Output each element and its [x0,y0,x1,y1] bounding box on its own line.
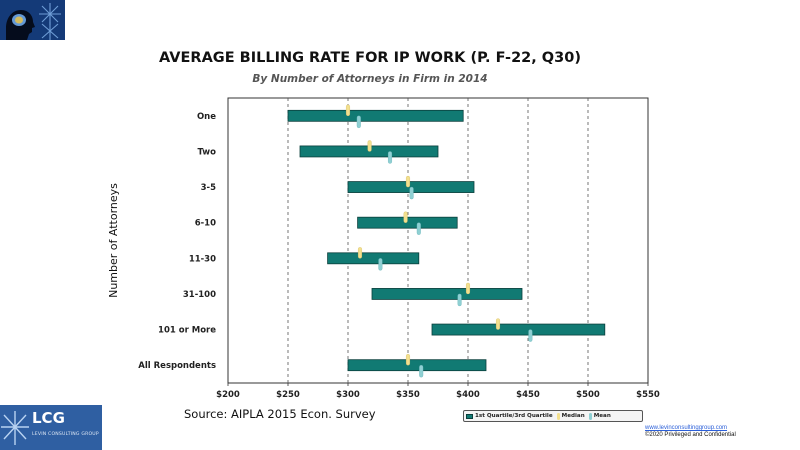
lcg-logo: LCG LEVIN CONSULTING GROUP [0,405,102,450]
mean-marker [416,222,421,235]
chart-subtitle: By Number of Attorneys in Firm in 2014 [252,73,488,85]
legend-label-quartile: 1st Quartile/3rd Quartile [475,413,553,419]
category-label: All Respondents [138,361,216,371]
legend-swatch-mean [588,412,592,420]
quartile-bar [431,323,606,336]
median-marker [403,211,408,223]
x-tick-label: $250 [276,390,300,400]
x-tick-label: $300 [336,390,360,400]
y-axis-label: Number of Attorneys [107,183,120,298]
quartile-bar [347,359,487,372]
legend-swatch-median [556,412,560,420]
mean-marker [378,258,383,271]
copyright-text: ©2020 Privileged and Confidential [645,432,736,438]
x-tick-label: $450 [516,390,540,400]
category-label: One [197,112,216,122]
quartile-bar [371,288,523,300]
category-label: 6-10 [195,219,216,229]
brain-logo [0,0,65,40]
mean-marker [528,329,533,342]
plot-area [227,97,649,384]
mean-marker [419,364,424,378]
quartile-bar [287,109,464,122]
chart-legend: 1st Quartile/3rd Quartile Median Mean [463,410,643,422]
median-marker [406,353,411,366]
median-marker [346,104,351,117]
logo-name: LCG [32,409,65,427]
x-tick-label: $200 [216,390,240,400]
snowflake-icon [1,411,29,445]
median-marker [406,175,411,188]
median-marker [466,282,471,295]
quartile-bar [327,252,420,265]
category-label: 31-100 [183,290,216,300]
median-marker [367,140,372,152]
mean-marker [409,186,414,200]
legend-label-mean: Mean [593,413,611,419]
logo-subtitle: LEVIN CONSULTING GROUP [32,432,99,437]
brain-icon [0,0,65,40]
x-tick-label: $550 [636,390,660,400]
mean-marker [457,293,462,307]
mean-marker [388,151,393,164]
legend-label-median: Median [561,413,585,419]
source-note: Source: AIPLA 2015 Econ. Survey [184,407,376,421]
website-link[interactable]: www.levinconsultinggroup.com [645,425,728,431]
median-marker [496,318,501,330]
category-label: 101 or More [158,326,216,336]
category-label: 11-30 [189,254,216,264]
category-label: Two [197,147,216,157]
median-marker [358,247,363,259]
mean-marker [356,115,361,129]
chart-title: AVERAGE BILLING RATE FOR IP WORK (P. F-2… [159,50,581,66]
category-label: 3-5 [201,183,216,193]
legend-swatch-quartile [466,413,473,419]
x-tick-label: $500 [576,390,600,400]
x-tick-label: $400 [456,390,480,400]
x-tick-label: $350 [396,390,420,400]
